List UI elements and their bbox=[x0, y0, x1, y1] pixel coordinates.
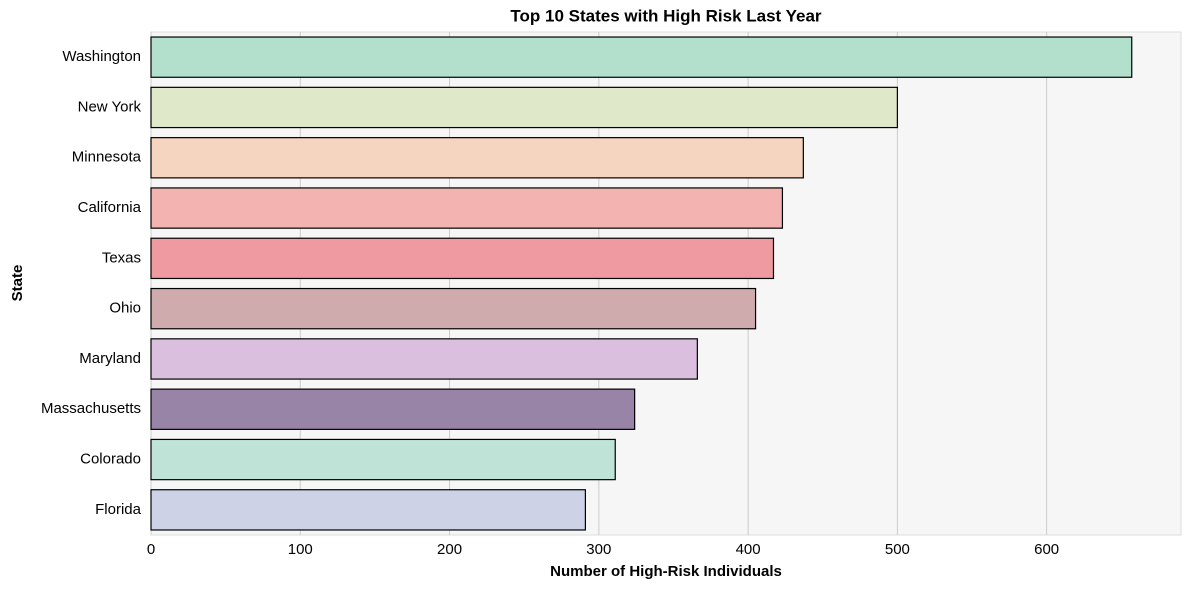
x-tick-label: 300 bbox=[586, 541, 611, 558]
x-tick-label: 600 bbox=[1034, 541, 1059, 558]
x-tick-label: 100 bbox=[288, 541, 313, 558]
bar bbox=[150, 137, 804, 179]
x-axis-label: Number of High-Risk Individuals bbox=[550, 563, 782, 580]
y-axis-label: State bbox=[9, 265, 26, 302]
x-tick-label: 200 bbox=[437, 541, 462, 558]
y-tick-label: Florida bbox=[95, 501, 142, 518]
y-tick-label: Ohio bbox=[109, 300, 141, 317]
bar bbox=[150, 86, 898, 129]
y-tick-label: Massachusetts bbox=[41, 400, 141, 417]
x-tick-label: 500 bbox=[885, 541, 910, 558]
y-tick-label: New York bbox=[78, 98, 142, 115]
bar bbox=[150, 287, 757, 330]
bar bbox=[150, 36, 1133, 78]
y-tick-label: Texas bbox=[102, 249, 141, 266]
y-tick-label: Maryland bbox=[79, 350, 141, 367]
bar bbox=[150, 338, 698, 380]
bar bbox=[150, 388, 636, 430]
y-tick-label: California bbox=[78, 199, 142, 216]
y-tick-label: Colorado bbox=[80, 451, 141, 468]
x-tick-label: 400 bbox=[736, 541, 761, 558]
x-tick-label: 0 bbox=[147, 541, 155, 558]
y-tick-label: Washington bbox=[62, 48, 141, 65]
bar bbox=[150, 187, 784, 229]
bar bbox=[150, 438, 616, 481]
bar bbox=[150, 489, 586, 531]
bar bbox=[150, 237, 775, 280]
chart-title: Top 10 States with High Risk Last Year bbox=[510, 6, 822, 25]
y-tick-label: Minnesota bbox=[72, 149, 142, 166]
